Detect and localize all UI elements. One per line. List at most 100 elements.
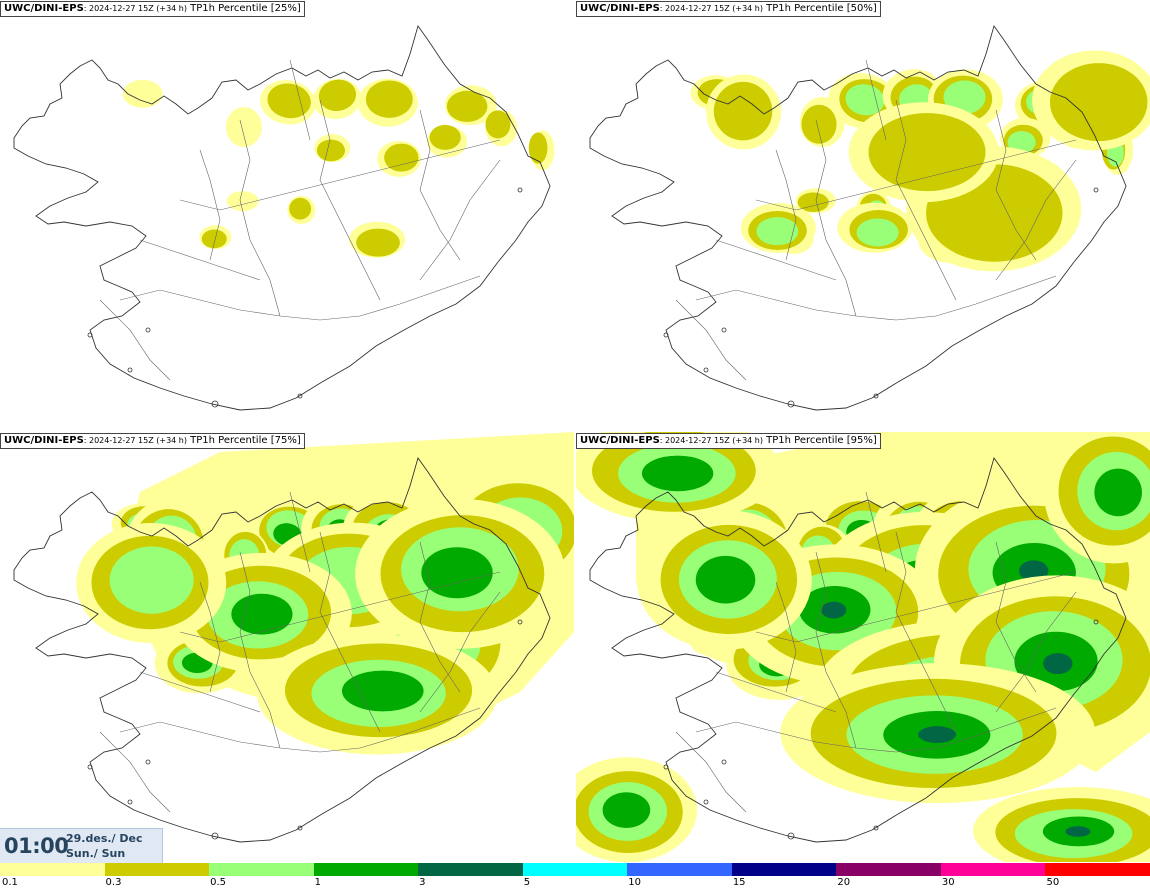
legend-swatch xyxy=(1045,863,1150,876)
precipitation-map xyxy=(576,432,1150,862)
road-line xyxy=(715,239,837,281)
island xyxy=(297,825,303,831)
road-line xyxy=(995,541,1037,693)
legend-swatch xyxy=(836,863,941,876)
precip-contour xyxy=(318,79,357,112)
precip-contour xyxy=(797,192,829,213)
precip-contour xyxy=(429,124,461,150)
road-line xyxy=(995,109,1037,261)
island xyxy=(211,400,219,408)
model-name: UWC/DINI-EPS xyxy=(4,3,84,14)
legend-swatch xyxy=(313,863,419,876)
island xyxy=(127,367,133,373)
model-name: UWC/DINI-EPS xyxy=(580,3,660,14)
run-time: : 2024-12-27 15Z (+34 h) xyxy=(659,4,763,13)
road-line xyxy=(99,731,171,813)
road-line xyxy=(865,491,887,573)
island xyxy=(787,832,795,840)
island xyxy=(721,759,727,765)
road-line xyxy=(319,99,381,301)
island xyxy=(87,764,93,770)
valid-date: 29.des./ Dec xyxy=(66,832,143,845)
road-line xyxy=(755,139,1077,211)
road-line xyxy=(755,571,1077,643)
precip-contour xyxy=(1007,131,1036,154)
run-time: : 2024-12-27 15Z (+34 h) xyxy=(83,4,187,13)
legend-swatch xyxy=(209,863,314,876)
precipitation-map xyxy=(589,24,1150,411)
panel-header: UWC/DINI-EPS: 2024-12-27 15Z (+34 h) TP1… xyxy=(0,1,305,17)
precip-contour xyxy=(713,81,773,141)
legend-tick-label: 0.5 xyxy=(210,877,226,888)
field-name: TP1h Percentile [50%] xyxy=(762,3,877,14)
precip-contour xyxy=(225,107,262,148)
road-line xyxy=(895,531,957,733)
precip-contour xyxy=(695,555,756,604)
field-name: TP1h Percentile [95%] xyxy=(762,435,877,446)
panel-top-left: UWC/DINI-EPS: 2024-12-27 15Z (+34 h) TP1… xyxy=(0,0,574,430)
island xyxy=(663,764,669,770)
road-line xyxy=(199,581,221,693)
panel-header: UWC/DINI-EPS: 2024-12-27 15Z (+34 h) TP1… xyxy=(0,433,305,449)
precip-contour xyxy=(365,80,413,118)
legend-swatch xyxy=(627,863,732,876)
road-line xyxy=(179,139,501,211)
road-line xyxy=(199,149,221,261)
road-line xyxy=(715,671,837,713)
road-line xyxy=(865,59,887,141)
precip-contour xyxy=(641,455,714,492)
precip-contour xyxy=(267,83,311,119)
road-line xyxy=(289,491,311,573)
coastline xyxy=(13,456,551,843)
precip-contour xyxy=(918,726,956,743)
precip-contour xyxy=(226,191,259,212)
precipitation-map xyxy=(13,24,555,411)
valid-weekday: Sun./ Sun xyxy=(66,847,126,860)
precip-contour xyxy=(316,139,345,162)
island xyxy=(517,619,523,625)
island xyxy=(787,400,795,408)
road-line xyxy=(675,731,747,813)
legend-swatch xyxy=(0,863,105,876)
road-line xyxy=(995,591,1077,713)
model-name: UWC/DINI-EPS xyxy=(580,435,660,446)
coastline xyxy=(589,24,1127,411)
legend-swatch xyxy=(418,863,523,876)
precip-contour xyxy=(801,104,837,144)
road-line xyxy=(419,159,501,281)
legend-tick-label: 10 xyxy=(628,877,641,888)
legend-swatch xyxy=(731,863,837,876)
precip-contour xyxy=(421,547,493,599)
precip-contour xyxy=(109,546,194,614)
legend-tick-label: 0.1 xyxy=(2,877,18,888)
run-time: : 2024-12-27 15Z (+34 h) xyxy=(659,436,763,445)
road-line xyxy=(895,99,957,301)
road-line xyxy=(995,159,1077,281)
road-line xyxy=(695,707,1057,753)
legend-tick-label: 0.3 xyxy=(105,877,122,888)
island xyxy=(703,799,709,805)
legend-swatch xyxy=(104,863,210,876)
legend-swatch xyxy=(522,863,628,876)
road-line xyxy=(119,707,481,753)
field-name: TP1h Percentile [75%] xyxy=(186,435,301,446)
island xyxy=(211,832,219,840)
island xyxy=(127,799,133,805)
coastline xyxy=(589,456,1127,843)
island xyxy=(297,393,303,399)
precip-contour xyxy=(356,228,400,257)
precip-contour xyxy=(1065,826,1091,837)
road-line xyxy=(695,275,1057,321)
precip-contour xyxy=(868,113,986,192)
road-line xyxy=(815,551,857,749)
valid-time-box: 01:00 29.des./ Dec Sun./ Sun xyxy=(0,828,163,863)
precip-contour xyxy=(289,197,312,220)
color-legend xyxy=(0,863,1150,876)
island xyxy=(145,759,151,765)
island xyxy=(873,825,879,831)
road-line xyxy=(419,109,461,261)
precip-contour xyxy=(1049,63,1148,142)
panel-bottom-right: UWC/DINI-EPS: 2024-12-27 15Z (+34 h) TP1… xyxy=(576,432,1150,862)
legend-tick-label: 50 xyxy=(1046,877,1060,888)
road-line xyxy=(179,571,501,643)
